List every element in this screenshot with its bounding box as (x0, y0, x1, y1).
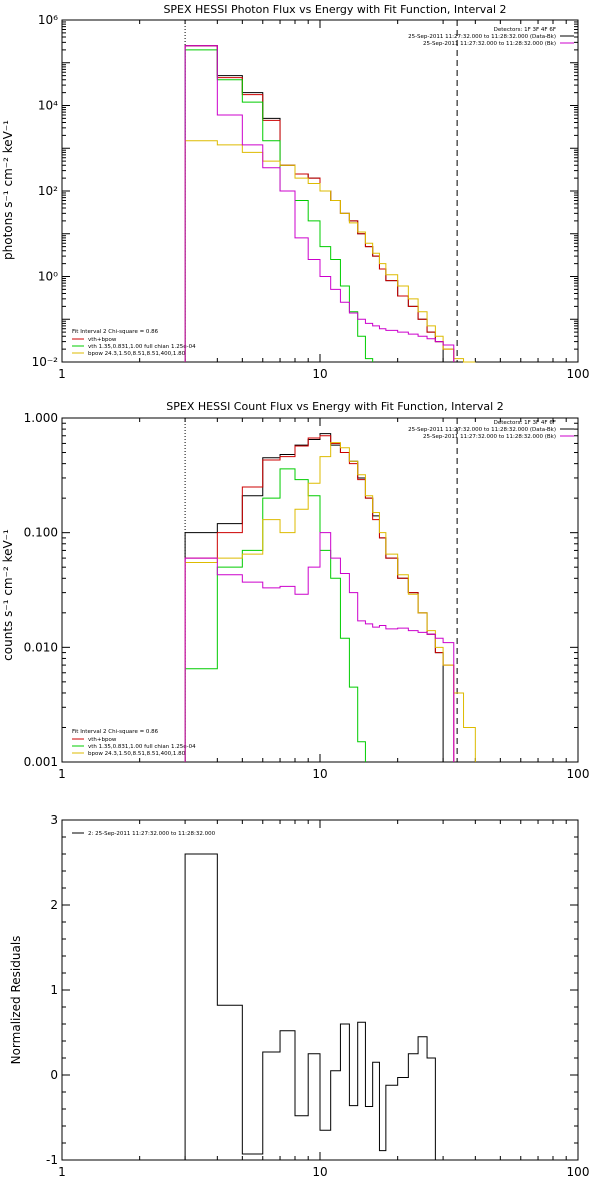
x-tick-label: 1 (58, 367, 66, 381)
residuals-y-axis-label: Normalized Residuals (9, 936, 23, 1065)
count-flux-y-axis-label: counts s⁻¹ cm⁻² keV⁻¹ (1, 529, 15, 661)
x-tick-label: 100 (567, 367, 590, 381)
fit-interval-label: Fit Interval 2 Chi-square = 0.86 (72, 329, 159, 335)
y-tick-label: 10⁻² (32, 355, 59, 369)
x-tick-label: 10 (312, 767, 327, 781)
photon-flux-title: SPEX HESSI Photon Flux vs Energy with Fi… (163, 3, 506, 16)
photon-flux-legend-tr: Detectors: 1F 3F 4F 6F 25-Sep-2011 11:27… (408, 27, 574, 47)
series-bkg-line (184, 45, 455, 362)
y-tick-label: 10⁰ (38, 270, 58, 284)
series-bpow-line (184, 442, 476, 762)
y-tick-label: 0.100 (24, 526, 58, 540)
x-tick-label: 100 (567, 1165, 590, 1179)
photon-flux-panel: SPEX HESSI Photon Flux vs Energy with Fi… (1, 3, 589, 381)
legend-data-bk-label: 25-Sep-2011 11:27:32.000 to 11:28:32.000… (408, 427, 556, 433)
legend-resid-label: 2: 25-Sep-2011 11:27:32.000 to 11:28:32.… (88, 831, 216, 837)
y-tick-label: 2 (50, 898, 58, 912)
y-tick-label: -1 (46, 1153, 58, 1167)
x-tick-label: 100 (567, 767, 590, 781)
photon-flux-y-axis-label: photons s⁻¹ cm⁻² keV⁻¹ (1, 120, 15, 260)
y-tick-label: 10⁴ (38, 99, 58, 113)
y-tick-label: 1.000 (24, 411, 58, 425)
legend-bk-label: 25-Sep-2011 11:27:32.000 to 11:28:32.000… (423, 434, 556, 440)
legend-bpow-label: bpow 24.3,1.50,8.51,8.51,400,1.80 (88, 751, 186, 757)
y-tick-label: 1 (50, 983, 58, 997)
residuals-panel: Normalized Residuals 2: 25-Sep-2011 11:2… (9, 813, 589, 1179)
count-flux-panel: SPEX HESSI Count Flux vs Energy with Fit… (1, 400, 589, 781)
legend-bpow-label: bpow 24.3,1.50,8.51,8.51,400,1.80 (88, 351, 186, 357)
legend-data-bk-label: 25-Sep-2011 11:27:32.000 to 11:28:32.000… (408, 34, 556, 40)
legend-vth-label: vth 1.35,0.831,1.00 full chian 1.25e-04 (88, 344, 196, 350)
y-tick-label: 0.001 (24, 755, 58, 769)
detectors-label: Detectors: 1F 3F 4F 6F (494, 420, 556, 426)
fit-interval-label: Fit Interval 2 Chi-square = 0.86 (72, 729, 159, 735)
y-tick-label: 0 (50, 1068, 58, 1082)
x-tick-label: 10 (312, 1165, 327, 1179)
legend-fit-label: vth+bpow (88, 337, 117, 343)
photon-flux-legend-bl: Fit Interval 2 Chi-square = 0.86 vth+bpo… (72, 329, 196, 357)
series-bpow-line (184, 140, 476, 363)
detectors-label: Detectors: 1F 3F 4F 6F (494, 27, 556, 33)
legend-bk-label: 25-Sep-2011 11:27:32.000 to 11:28:32.000… (423, 41, 556, 47)
x-tick-label: 10 (312, 367, 327, 381)
series-bkg-line (184, 532, 455, 762)
series-resid-line (184, 853, 444, 1161)
series-vth-line (184, 49, 374, 362)
y-tick-label: 10⁶ (38, 13, 58, 27)
residuals-legend: 2: 25-Sep-2011 11:27:32.000 to 11:28:32.… (72, 831, 216, 837)
x-tick-label: 1 (58, 767, 66, 781)
x-tick-label: 1 (58, 1165, 66, 1179)
count-flux-title: SPEX HESSI Count Flux vs Energy with Fit… (166, 400, 503, 413)
legend-fit-label: vth+bpow (88, 737, 117, 743)
count-flux-legend-bl: Fit Interval 2 Chi-square = 0.86 vth+bpo… (72, 729, 196, 757)
y-tick-label: 3 (50, 813, 58, 827)
y-tick-label: 10² (38, 184, 58, 198)
count-flux-legend-tr: Detectors: 1F 3F 4F 6F 25-Sep-2011 11:27… (408, 420, 574, 440)
legend-vth-label: vth 1.35,0.831,1.00 full chian 1.25e-04 (88, 744, 196, 750)
y-tick-label: 0.010 (24, 640, 58, 654)
